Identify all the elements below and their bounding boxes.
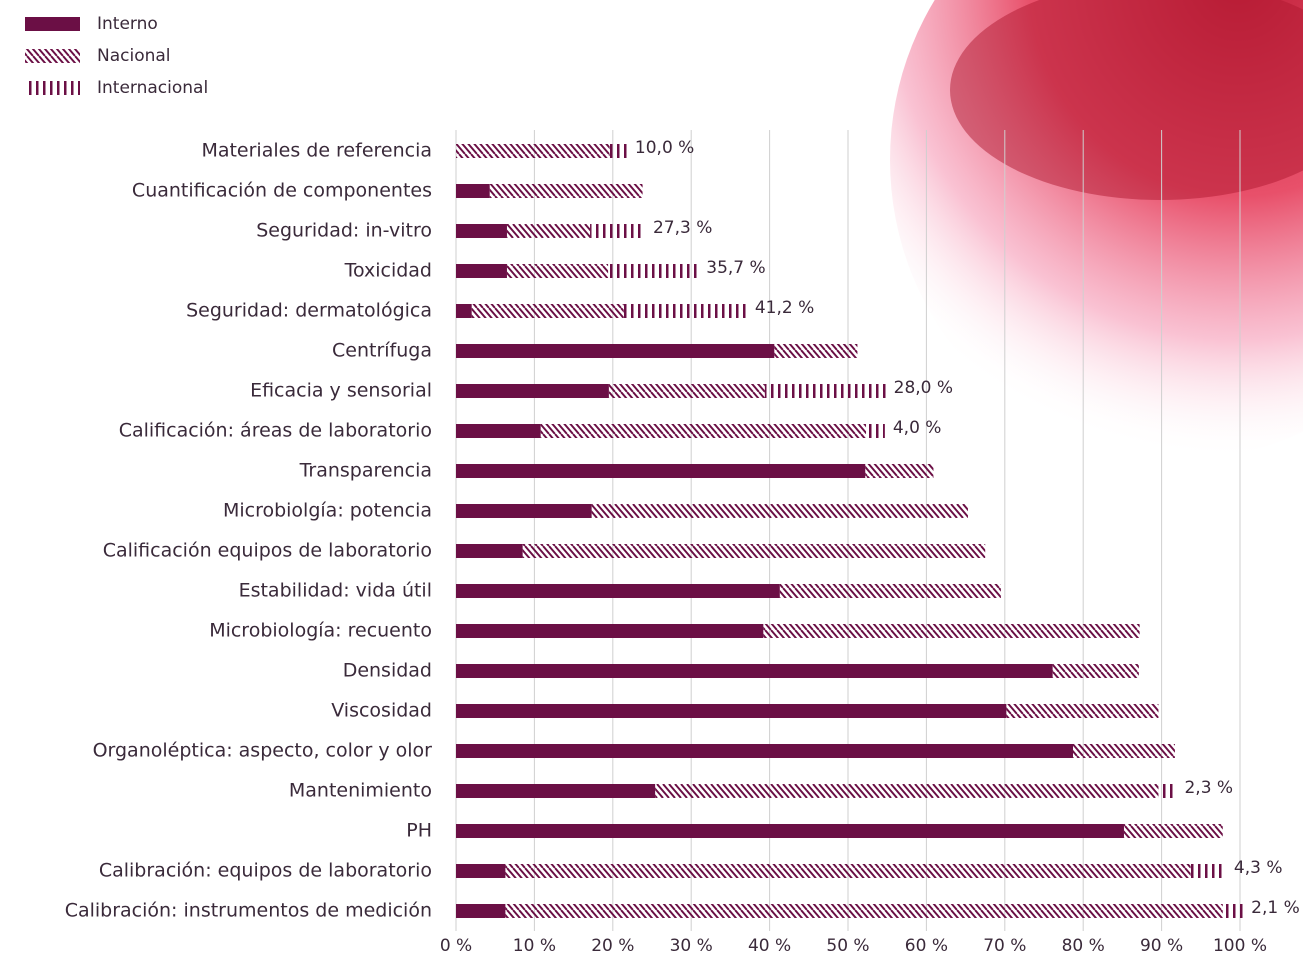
bar-segment bbox=[1073, 744, 1175, 758]
x-tick-label: 10 % bbox=[513, 936, 556, 956]
bar-segment bbox=[456, 464, 865, 478]
y-tick-label: Calibración: instrumentos de medición bbox=[65, 900, 432, 922]
bar-segment bbox=[456, 784, 655, 798]
y-tick-label: Estabilidad: vida útil bbox=[239, 580, 432, 602]
bar-segment bbox=[456, 584, 780, 598]
bar-segment bbox=[456, 504, 592, 518]
y-tick-label: Seguridad: dermatológica bbox=[186, 300, 432, 322]
bar-segment bbox=[590, 224, 645, 238]
y-tick-label: Densidad bbox=[343, 660, 432, 682]
annotation: 28,0 % bbox=[894, 378, 953, 398]
bar-segment bbox=[456, 304, 472, 318]
bar-segment bbox=[865, 464, 933, 478]
y-tick-label: Calificación equipos de laboratorio bbox=[103, 540, 432, 562]
chart: 0 % 10 % 20 % 30 % 40 % 50 % 60 % 70 % 80 % 90 % 1… bbox=[0, 0, 1303, 959]
bar-segment bbox=[456, 144, 610, 158]
x-tick-label: 20 % bbox=[591, 936, 634, 956]
annotation: 35,7 % bbox=[706, 258, 765, 278]
annotation: 2,1 % bbox=[1251, 898, 1300, 918]
y-tick-label: Transparencia bbox=[299, 460, 432, 482]
x-tick-label: 0 % bbox=[440, 936, 472, 956]
x-tick-label: 80 % bbox=[1062, 936, 1105, 956]
x-tick-label: 60 % bbox=[905, 936, 948, 956]
y-tick-label: Cuantificación de componentes bbox=[132, 180, 432, 202]
annotation: 4,3 % bbox=[1234, 858, 1283, 878]
legend-swatch bbox=[25, 17, 80, 31]
annotation: 4,0 % bbox=[893, 418, 942, 438]
y-tick-label: Viscosidad bbox=[331, 700, 432, 722]
bar-segment bbox=[456, 184, 490, 198]
bar-segment bbox=[507, 264, 608, 278]
annotation: 10,0 % bbox=[635, 138, 694, 158]
bar-segment bbox=[456, 744, 1073, 758]
bar-segment bbox=[505, 864, 1190, 878]
bar-segment bbox=[456, 704, 1006, 718]
x-tick-label: 50 % bbox=[826, 936, 869, 956]
y-tick-label: Centrífuga bbox=[332, 340, 432, 362]
y-tick-label: Mantenimiento bbox=[289, 780, 432, 802]
y-tick-label: Microbiología: recuento bbox=[209, 620, 432, 642]
y-tick-label: Seguridad: in-vitro bbox=[256, 220, 432, 242]
x-tick-label: 40 % bbox=[748, 936, 791, 956]
bar-segment bbox=[609, 384, 765, 398]
bar-segment bbox=[456, 544, 523, 558]
bar-segment bbox=[505, 904, 1222, 918]
y-tick-label: Toxicidad bbox=[344, 260, 432, 282]
y-tick-label: Calificación: áreas de laboratorio bbox=[119, 420, 432, 442]
legend-swatch bbox=[25, 81, 80, 95]
bar-segment bbox=[456, 424, 541, 438]
bar-segment bbox=[472, 304, 624, 318]
y-tick-label: Microbiolgía: potencia bbox=[223, 500, 432, 522]
legend-swatch bbox=[25, 49, 80, 63]
bar-segment bbox=[456, 264, 507, 278]
bar-segment bbox=[624, 304, 747, 318]
bar-segment bbox=[592, 504, 968, 518]
bar-segment bbox=[655, 784, 1158, 798]
legend-label: Internacional bbox=[97, 78, 208, 98]
bar-segment bbox=[456, 904, 505, 918]
y-tick-label: Eficacia y sensorial bbox=[250, 380, 432, 402]
bar-segment bbox=[774, 344, 857, 358]
legend-label: Interno bbox=[97, 14, 158, 34]
bar-segment bbox=[765, 384, 886, 398]
bar-segment bbox=[456, 664, 1053, 678]
annotation: 27,3 % bbox=[653, 218, 712, 238]
x-tick-label: 90 % bbox=[1140, 936, 1183, 956]
bar-segment bbox=[1191, 864, 1226, 878]
y-tick-label: Calibración: equipos de laboratorio bbox=[99, 860, 432, 882]
annotation: 41,2 % bbox=[755, 298, 814, 318]
bar-segment bbox=[456, 864, 505, 878]
bar-segment bbox=[763, 624, 1139, 638]
y-tick-label: Organoléptica: aspecto, color y olor bbox=[93, 740, 433, 762]
bar-segment bbox=[541, 424, 866, 438]
annotation: 2,3 % bbox=[1184, 778, 1233, 798]
bar-segment bbox=[1053, 664, 1139, 678]
x-tick-label: 30 % bbox=[670, 936, 713, 956]
legend-label: Nacional bbox=[97, 46, 171, 66]
x-tick-label: 100 % bbox=[1213, 936, 1267, 956]
bar-segment bbox=[456, 624, 763, 638]
bar-segment bbox=[507, 224, 590, 238]
bar-segment bbox=[608, 264, 698, 278]
x-tick-label: 70 % bbox=[983, 936, 1026, 956]
bar-segment bbox=[523, 544, 986, 558]
bar-segment bbox=[456, 344, 774, 358]
y-tick-label: Materiales de referencia bbox=[201, 140, 432, 162]
bar-segment bbox=[1223, 904, 1243, 918]
bar-segment bbox=[456, 824, 1124, 838]
bar-segment bbox=[1006, 704, 1158, 718]
bar-segment bbox=[866, 424, 885, 438]
bar-segment bbox=[1158, 784, 1176, 798]
bar-segment bbox=[780, 584, 1001, 598]
bar-segment bbox=[490, 184, 643, 198]
bar-segment bbox=[456, 224, 507, 238]
bar-segment bbox=[456, 384, 609, 398]
y-tick-label: PH bbox=[406, 820, 432, 842]
bar-segment bbox=[1124, 824, 1223, 838]
bar-segment bbox=[610, 144, 627, 158]
